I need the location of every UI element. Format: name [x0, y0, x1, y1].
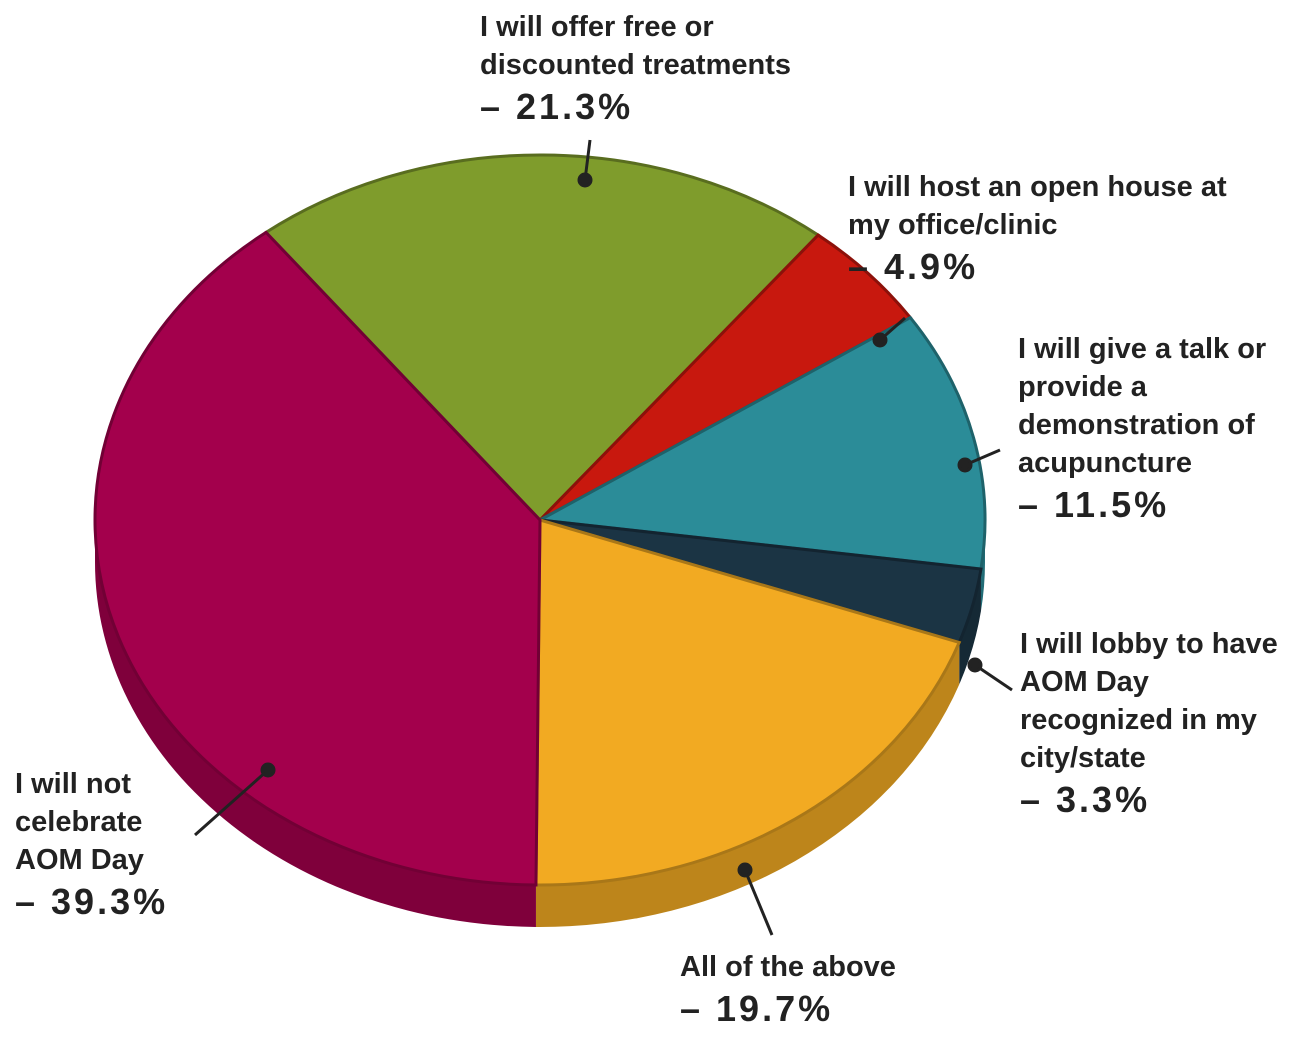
slice	[535, 315, 987, 571]
category-label: I will give a talk or provide a demonstr…	[1018, 333, 1267, 479]
slice-label: I will not celebrate AOM Day – 39.3%	[15, 765, 205, 925]
category-label: I will not celebrate AOM Day	[15, 768, 144, 876]
leader-line	[743, 869, 774, 936]
category-label: I will offer free or discounted treatmen…	[480, 11, 791, 81]
leader-dot	[967, 657, 983, 673]
slice-label: All of the above – 19.7%	[680, 948, 1000, 1032]
leader-dot	[957, 457, 973, 473]
leader-dot	[737, 862, 753, 878]
leader-line	[194, 768, 269, 837]
slice	[93, 230, 542, 887]
category-label: All of the above	[680, 951, 896, 983]
leader-dot	[872, 332, 888, 348]
value-label: – 19.7%	[680, 988, 834, 1029]
slice-side	[95, 520, 536, 927]
slice	[534, 518, 962, 887]
value-label: – 4.9%	[848, 246, 979, 287]
leaders	[194, 139, 1013, 936]
pie	[93, 153, 987, 927]
leader-dot	[260, 762, 276, 778]
value-label: – 3.3%	[1020, 779, 1151, 820]
slice-label: I will offer free or discounted treatmen…	[480, 8, 870, 130]
category-label: I will host an open house at my office/c…	[848, 171, 1227, 241]
slice-label: I will host an open house at my office/c…	[848, 168, 1268, 290]
value-label: – 11.5%	[1018, 484, 1170, 525]
category-label: I will lobby to have AOM Day recognized …	[1020, 628, 1278, 774]
leader-dot	[577, 172, 593, 188]
value-label: – 21.3%	[480, 86, 634, 127]
value-label: – 39.3%	[15, 881, 169, 922]
slice-label: I will give a talk or provide a demonstr…	[1018, 330, 1286, 528]
slice	[263, 153, 821, 523]
slice-label: I will lobby to have AOM Day recognized …	[1020, 625, 1282, 823]
